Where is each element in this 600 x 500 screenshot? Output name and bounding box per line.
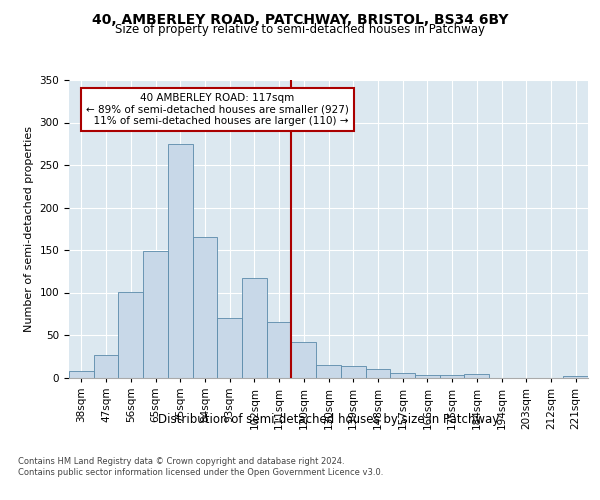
Bar	[563, 376, 588, 378]
Bar	[365, 369, 390, 378]
Bar	[390, 373, 415, 378]
Bar	[292, 342, 316, 378]
Bar	[267, 322, 292, 378]
Bar	[217, 318, 242, 378]
Bar	[193, 238, 217, 378]
Text: Distribution of semi-detached houses by size in Patchway: Distribution of semi-detached houses by …	[158, 412, 499, 426]
Bar	[168, 144, 193, 378]
Text: Size of property relative to semi-detached houses in Patchway: Size of property relative to semi-detach…	[115, 22, 485, 36]
Bar	[316, 365, 341, 378]
Bar	[415, 375, 440, 378]
Bar	[94, 354, 118, 378]
Y-axis label: Number of semi-detached properties: Number of semi-detached properties	[24, 126, 34, 332]
Bar	[242, 278, 267, 378]
Bar	[69, 370, 94, 378]
Text: 40, AMBERLEY ROAD, PATCHWAY, BRISTOL, BS34 6BY: 40, AMBERLEY ROAD, PATCHWAY, BRISTOL, BS…	[92, 12, 508, 26]
Bar	[143, 251, 168, 378]
Bar	[118, 292, 143, 378]
Bar	[341, 366, 365, 378]
Text: Contains HM Land Registry data © Crown copyright and database right 2024.
Contai: Contains HM Land Registry data © Crown c…	[18, 458, 383, 477]
Text: 40 AMBERLEY ROAD: 117sqm
← 89% of semi-detached houses are smaller (927)
  11% o: 40 AMBERLEY ROAD: 117sqm ← 89% of semi-d…	[86, 93, 349, 126]
Bar	[464, 374, 489, 378]
Bar	[440, 375, 464, 378]
